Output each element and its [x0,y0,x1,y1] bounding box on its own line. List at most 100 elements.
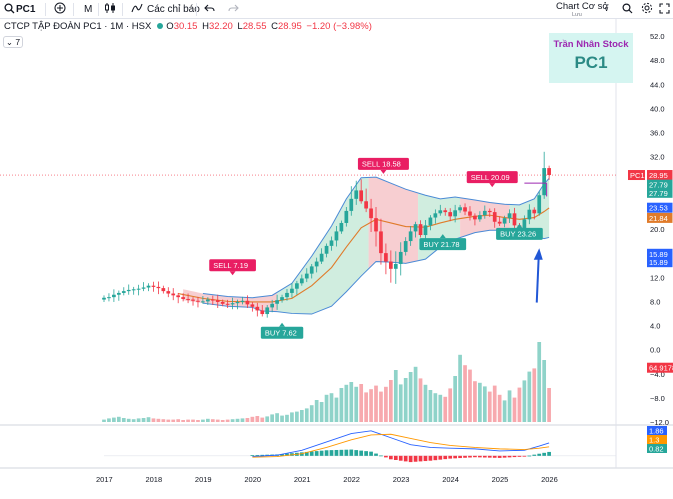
volume-bar [547,388,551,422]
layout-chevron-icon[interactable]: ∨ [604,6,610,13]
volume-bar [428,390,433,422]
volume-bar [468,369,472,422]
volume-bar [507,390,512,422]
macd-histogram-bar [458,455,462,459]
annotation-arrow-head [533,248,543,260]
candle-body [131,289,136,291]
volume-bar [206,418,210,422]
volume-bar [324,394,329,422]
volume-bar [295,411,299,422]
volume-bar [512,397,517,422]
volume-bar [438,394,443,422]
indicators-icon[interactable] [131,0,143,19]
volume-bar [181,420,185,422]
candle-body [290,288,294,293]
volume-bar [136,418,141,422]
fullscreen-icon[interactable] [659,0,670,19]
candle-body [512,213,517,226]
macd-histogram-bar [349,449,354,456]
macd-histogram-bar [314,451,319,456]
macd-histogram-bar [522,455,527,457]
candle-body [458,207,462,211]
macd-histogram-bar [403,455,408,462]
signal-label: BUY 23.26 [500,230,536,239]
macd-histogram-bar [492,455,497,458]
candle-body [393,263,398,269]
volume-bar [487,391,492,422]
candle-body [260,310,265,315]
candle-body [181,297,185,299]
volume-bar [191,419,195,422]
price-tick-label: −4.0 [650,370,665,379]
interval-button[interactable]: M [84,4,93,15]
volume-bar [443,396,448,422]
macd-histogram-bar [280,454,284,456]
high-value: 32.20 [208,21,233,32]
plus-circle-icon[interactable] [54,0,66,19]
macd-signal-line [252,433,550,458]
candle-body [230,303,235,305]
price-tick-label: 40.0 [650,104,665,113]
candle-body [265,307,270,315]
signal-label: BUY 7.62 [265,329,297,338]
signal-pointer [489,183,496,188]
candle-body [255,306,260,311]
search-icon[interactable] [622,0,633,19]
candle-body [497,221,502,224]
macd-histogram-bar [304,451,309,456]
gear-icon[interactable] [641,0,653,19]
candle-body [403,241,408,252]
macd-histogram-bar [285,453,289,456]
volume-bar [166,419,171,422]
macd-histogram-bar [463,455,467,458]
macd-histogram-bar [487,455,492,458]
signal-pointer [229,271,236,276]
candle-body [379,231,383,254]
undo-icon[interactable] [204,0,215,19]
volume-bar [299,410,304,422]
candle-body [359,190,364,202]
price-label-chip [647,248,673,259]
volume-bar [309,405,314,422]
indicators-button[interactable]: Các chỉ báo [147,4,200,15]
indicator-collapse-button[interactable]: ⌄ 7 [3,36,23,48]
candle-body [201,301,205,303]
candle-body [245,300,250,305]
candle-body [285,292,289,298]
macd-histogram-bar [379,455,383,457]
price-label-value: 27.79 [649,181,668,190]
macd-histogram-bar [547,451,551,456]
macd-histogram-bar [260,454,265,456]
candles-icon[interactable] [104,0,116,19]
watermark-ticker: PC1 [574,53,608,72]
price-label-chip [647,212,673,223]
volume-bar [201,419,205,422]
price-chart[interactable]: 52.048.044.040.036.032.028.024.020.016.0… [0,19,673,499]
volume-bar [121,418,126,422]
volume-bar [245,418,250,422]
symbol-search-icon[interactable] [4,0,15,19]
macd-histogram-bar [423,455,428,462]
candle-body [151,285,156,287]
layout-name[interactable]: Chart Cơ sở [556,1,609,12]
candle-body [532,209,537,214]
volume-bar [473,381,477,422]
candle-body [206,299,210,302]
macd-histogram-bar [443,455,448,460]
price-label-value: 21.84 [649,214,668,223]
candle-body [369,208,373,219]
candle-body [542,168,547,196]
candle-body [116,292,121,295]
candle-body [507,213,512,219]
price-tick-label: 8.0 [650,297,660,306]
macd-histogram-bar [319,450,324,456]
volume-bar [220,420,225,422]
macd-histogram-bar [344,449,349,456]
macd-label-value: 1.3 [649,436,659,445]
candle-body [121,291,126,293]
redo-icon[interactable] [228,0,239,19]
symbol-button[interactable]: PC1 [16,4,36,15]
macd-histogram-bar [428,455,433,461]
candle-body [240,300,245,302]
price-tick-label: 36.0 [650,129,665,138]
